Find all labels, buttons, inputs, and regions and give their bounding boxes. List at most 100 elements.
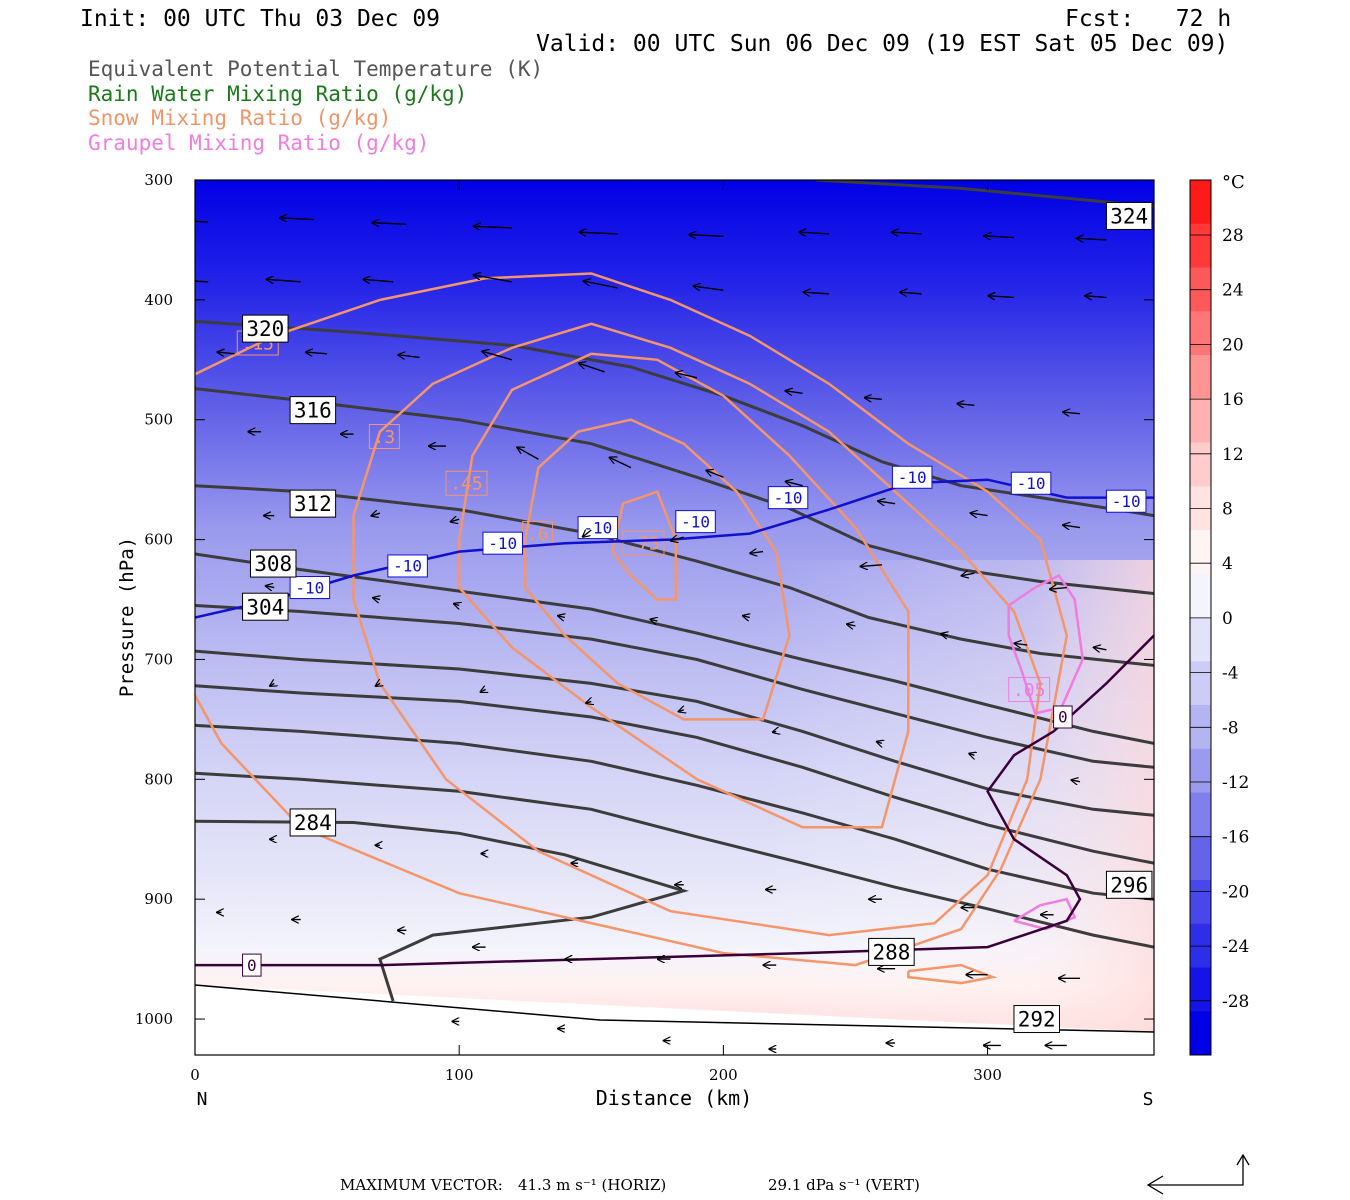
isotherm-minus10-label-box <box>675 510 716 534</box>
isotherm-minus10-label: -10 <box>583 518 612 537</box>
init-time: Init: 00 UTC Thu 03 Dec 09 <box>80 6 441 32</box>
legend-snow: Snow Mixing Ratio (g/kg) <box>88 106 392 130</box>
theta-e-contour <box>195 771 1154 949</box>
colorbar-swatch <box>1190 748 1211 793</box>
colorbar-swatch <box>1190 398 1211 443</box>
wind-vector <box>743 616 750 618</box>
legend-rain-water: Rain Water Mixing Ratio (g/kg) <box>88 82 468 106</box>
plot-frame <box>194 179 1155 1056</box>
y-tick-label: 600 <box>144 531 173 549</box>
x-tick-label: 300 <box>973 1066 1002 1084</box>
max-vector-vert: 29.1 dPa s⁻¹ (VERT) <box>768 1176 920 1194</box>
colorbar-swatch <box>1190 617 1211 662</box>
snow-label: .45 <box>450 474 483 495</box>
colorbar-tick-label: 12 <box>1222 445 1244 465</box>
theta-e-label: 284 <box>294 811 332 835</box>
isotherm-minus10-label: -10 <box>295 578 324 597</box>
colorbar-swatch <box>1190 880 1211 925</box>
theta-e-label: 288 <box>872 940 910 964</box>
graupel-label-box <box>1008 676 1051 702</box>
x-tick-label: 0 <box>190 1066 200 1084</box>
below-ground <box>195 985 1154 1055</box>
wind-vector <box>1063 412 1081 414</box>
colorbar-tick-label: 8 <box>1222 500 1233 520</box>
x-tick-label: 200 <box>709 1066 738 1084</box>
wind-vector <box>482 351 513 361</box>
ground-surface <box>195 984 1154 1033</box>
isotherm-minus10-label-box <box>1010 471 1052 495</box>
wind-vector <box>579 232 618 234</box>
colorbar-swatch <box>1190 836 1211 881</box>
wind-vector <box>651 619 658 621</box>
wind-vector <box>694 286 724 290</box>
legend-graupel: Graupel Mixing Ratio (g/kg) <box>88 131 430 155</box>
wind-vector <box>558 616 565 618</box>
wind-vector <box>799 232 830 234</box>
y-tick-label: 700 <box>144 650 173 668</box>
theta-e-contour <box>195 684 1154 865</box>
snow-contour <box>457 352 910 829</box>
theta-e-contour <box>815 180 1154 208</box>
wind-vector <box>218 352 235 354</box>
colorbar-swatch <box>1190 1011 1211 1056</box>
theta-e-contour <box>195 723 1154 901</box>
isotherm-zero-label: 0 <box>1058 708 1068 727</box>
wind-vector <box>865 398 882 400</box>
wind-vector <box>969 754 974 756</box>
theta-e-label: 320 <box>246 317 284 341</box>
colorbar-swatch <box>1190 442 1211 487</box>
wind-vector <box>481 689 486 692</box>
wind-vector <box>373 598 380 600</box>
x-axis-title: Distance (km) <box>596 1086 753 1110</box>
isotherm-minus10-label-box <box>891 465 933 489</box>
wind-vector <box>847 624 856 626</box>
theta-e-label-box <box>868 937 915 966</box>
snow-label-box <box>368 424 400 450</box>
colorbar-swatch <box>1190 355 1211 400</box>
wind-vector <box>750 552 764 554</box>
snow-contour <box>352 322 1042 937</box>
snow-label-box <box>622 530 665 556</box>
colorbar-tick-label: 28 <box>1222 226 1244 246</box>
isotherm-minus10-label: -10 <box>1017 474 1046 493</box>
wind-vector <box>451 519 460 522</box>
wind-vector <box>1072 780 1081 782</box>
wind-vector <box>610 457 632 469</box>
theta-e-label-box <box>242 314 289 343</box>
theta-e-label: 312 <box>294 492 332 516</box>
colorbar-swatch <box>1190 311 1211 356</box>
y-tick-label: 800 <box>144 770 173 788</box>
colorbar-tick-label: -4 <box>1222 664 1239 684</box>
colorbar-swatch <box>1190 661 1211 706</box>
wind-vector <box>988 296 1015 298</box>
isotherm-minus10-label: -10 <box>393 557 422 576</box>
colorbar-tick-label: 4 <box>1222 554 1233 574</box>
wind-vector <box>1050 588 1067 590</box>
colorbar-tick-label: 16 <box>1222 390 1244 410</box>
wind-vector <box>773 731 776 732</box>
isotherm-minus10-line <box>195 478 1154 619</box>
theta-e-label-box <box>249 549 297 578</box>
y-tick-label: 300 <box>144 171 173 189</box>
colorbar-swatch <box>1190 180 1211 225</box>
theta-e-label-box <box>1013 1005 1060 1034</box>
wind-vector <box>1085 296 1107 298</box>
wind-vector <box>984 236 1015 238</box>
y-tick-label: 400 <box>144 291 173 309</box>
theta-e-label: 292 <box>1018 1008 1056 1032</box>
colorbar-tick-label: -8 <box>1222 718 1239 738</box>
wind-vector <box>586 701 591 703</box>
graupel-contour <box>1007 573 1084 715</box>
isotherm-minus10-label-box <box>289 576 331 600</box>
isotherm-minus10-label: -10 <box>681 512 710 531</box>
theta-e-contour <box>195 649 1154 817</box>
colorbar-tick-label: -24 <box>1222 937 1249 957</box>
colorbar-tick-label: -12 <box>1222 773 1249 793</box>
theta-e-label-box <box>1105 201 1153 230</box>
snow-label: .6 <box>527 524 549 545</box>
colorbar-swatch <box>1190 967 1211 1012</box>
forecast-hour: Fcst: 72 h <box>1065 6 1232 32</box>
snow-contour <box>611 490 678 601</box>
wind-vector <box>583 530 592 537</box>
theta-e-label: 304 <box>246 595 284 619</box>
